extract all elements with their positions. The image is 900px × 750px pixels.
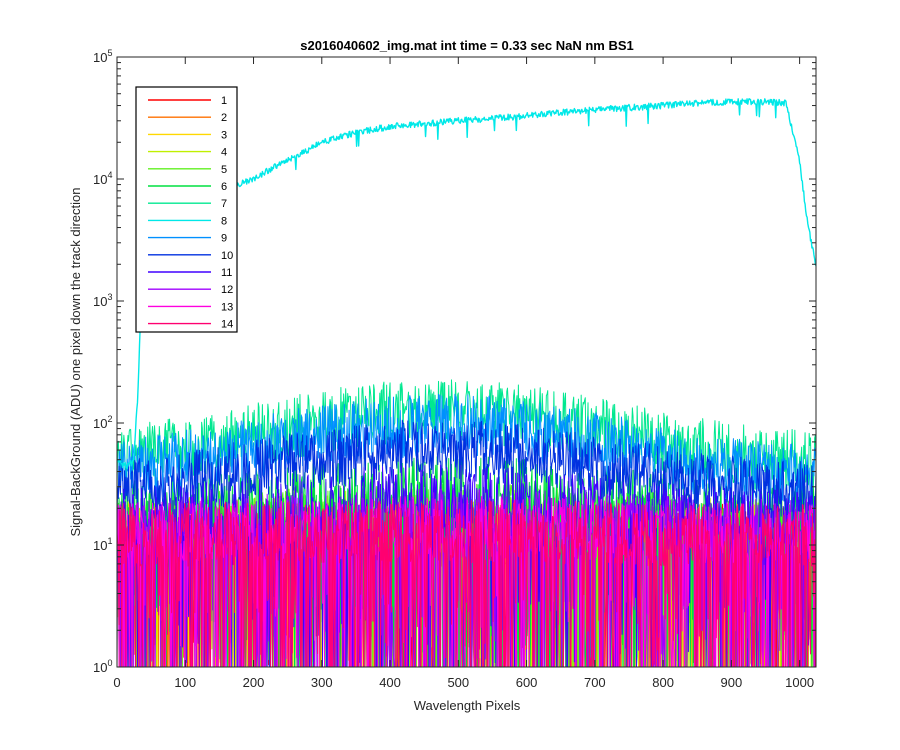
legend-label-1: 1 <box>221 95 227 107</box>
x-tick-label: 1000 <box>785 675 814 690</box>
chart-title: s2016040602_img.mat int time = 0.33 sec … <box>300 38 634 53</box>
y-tick-label: 102 <box>93 414 112 431</box>
y-tick-label: 103 <box>93 292 112 309</box>
legend-label-2: 2 <box>221 112 227 124</box>
legend-box <box>135 86 238 333</box>
series-line-14 <box>117 500 816 667</box>
y-tick-label: 101 <box>93 536 112 553</box>
x-tick-label: 400 <box>379 675 401 690</box>
x-tick-label: 900 <box>721 675 743 690</box>
legend-label-11: 11 <box>221 267 232 279</box>
y-tick-label: 100 <box>93 658 112 675</box>
legend-label-6: 6 <box>221 181 227 193</box>
legend-label-14: 14 <box>221 319 233 331</box>
series-lines <box>117 98 816 667</box>
x-axis-label: Wavelength Pixels <box>414 698 521 713</box>
axes-frame <box>116 56 817 668</box>
x-tick-label: 500 <box>447 675 469 690</box>
legend-label-3: 3 <box>221 129 227 141</box>
x-tick-label: 600 <box>516 675 538 690</box>
x-tick-label: 700 <box>584 675 606 690</box>
x-tick-label: 800 <box>652 675 674 690</box>
series-line-13 <box>117 496 816 667</box>
legend-label-13: 13 <box>221 301 233 313</box>
legend-label-4: 4 <box>221 147 227 159</box>
axes: 0 100 200 300 400 500 600 700 800 900 100010010110… <box>93 48 817 690</box>
legend-label-12: 12 <box>221 284 233 296</box>
legend-label-7: 7 <box>221 198 227 210</box>
y-axis-label: Signal-BackGround (ADU) one pixel down t… <box>68 187 83 536</box>
x-tick-label: 0 <box>113 675 120 690</box>
x-tick-label: 100 <box>174 675 196 690</box>
y-tick-label: 104 <box>93 170 112 187</box>
legend-label-8: 8 <box>221 215 227 227</box>
legend-label-9: 9 <box>221 233 227 245</box>
legend-label-10: 10 <box>221 250 233 262</box>
series-line-10 <box>117 419 816 524</box>
x-tick-label: 200 <box>243 675 265 690</box>
series-line-7 <box>117 379 816 494</box>
x-tick-label: 300 <box>311 675 333 690</box>
y-tick-label: 105 <box>93 48 112 65</box>
legend-label-5: 5 <box>221 164 227 176</box>
